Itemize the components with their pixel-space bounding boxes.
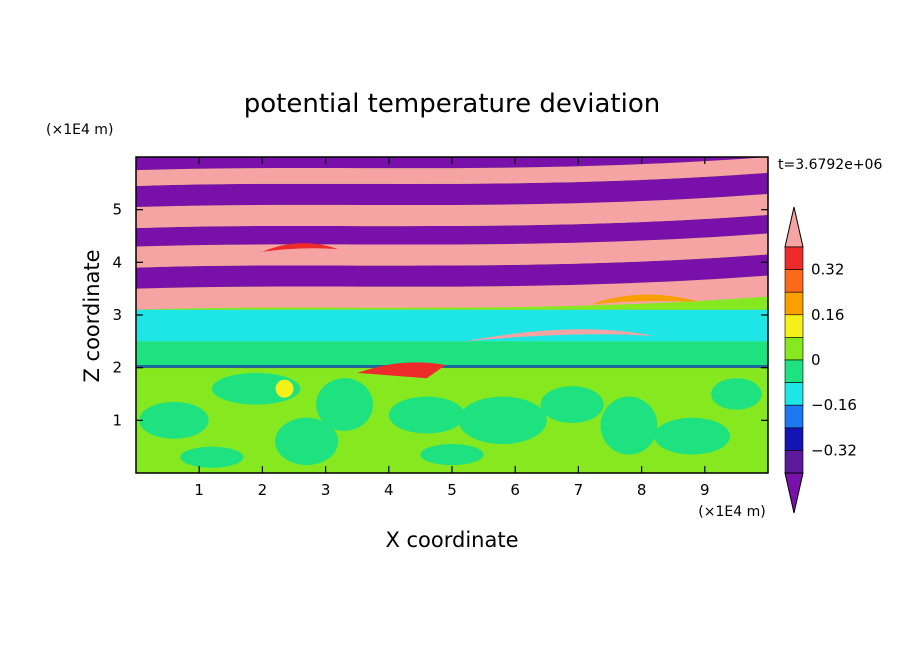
anomaly-blob <box>591 294 699 305</box>
y-unit-label: (×1E4 m) <box>46 122 113 138</box>
transition-band <box>136 309 768 342</box>
x-tick-label: 3 <box>321 481 331 499</box>
x-axis: 1 2 3 4 5 6 7 8 9 <box>194 157 710 499</box>
colorbar-swatch <box>784 246 804 270</box>
colorbar-swatch <box>784 404 804 429</box>
anomaly-blob <box>275 417 339 466</box>
anomaly-blob <box>420 444 484 466</box>
anomaly-blob <box>654 417 731 455</box>
upper-band <box>136 214 768 247</box>
colorbar-tick-label: −0.16 <box>811 396 857 414</box>
anomaly-blob <box>139 401 209 439</box>
anomaly-blob <box>180 446 244 468</box>
colorbar-swatch <box>784 427 804 451</box>
x-axis-label: X coordinate <box>385 528 518 552</box>
upper-band <box>136 254 768 289</box>
anomaly-blob <box>711 378 762 410</box>
colorbar-swatch <box>784 359 804 383</box>
upper-band <box>136 233 768 268</box>
y-tick-label: 3 <box>112 306 122 324</box>
x-tick-label: 8 <box>637 481 647 499</box>
upper-band <box>136 172 768 208</box>
colorbar-tick-label: −0.32 <box>811 441 857 459</box>
anomaly-blob <box>275 379 294 398</box>
colorbar-swatch <box>784 382 804 406</box>
anomaly-blob <box>388 396 465 434</box>
heatmap-field <box>136 157 768 473</box>
y-tick-label: 1 <box>112 411 122 429</box>
x-tick-label: 9 <box>700 481 710 499</box>
x-tick-label: 7 <box>574 481 584 499</box>
colorbar-extend-bottom <box>784 472 804 514</box>
colorbar: 0.32 0.16 0 −0.16 −0.32 <box>784 206 857 514</box>
x-tick-label: 4 <box>384 481 394 499</box>
colorbar-swatch <box>784 450 804 474</box>
x-tick-label: 1 <box>194 481 204 499</box>
anomaly-blob <box>540 386 604 423</box>
anomaly-blob <box>464 329 655 342</box>
colorbar-swatch <box>784 269 804 293</box>
anomaly-blob <box>600 396 658 455</box>
colorbar-swatch <box>784 291 804 316</box>
colorbar-tick-label: 0.32 <box>811 261 844 279</box>
y-axis: 1 2 3 4 5 <box>112 201 768 429</box>
y-tick-label: 5 <box>112 201 122 219</box>
anomaly-blob <box>357 362 446 379</box>
interface-line <box>136 365 768 369</box>
x-tick-label: 6 <box>510 481 520 499</box>
colorbar-tick-label: 0.16 <box>811 306 844 324</box>
chart-title: potential temperature deviation <box>244 89 660 119</box>
y-tick-label: 4 <box>112 253 122 271</box>
colorbar-extend-top <box>784 206 804 248</box>
y-axis-label: Z coordinate <box>80 249 104 382</box>
x-tick-label: 5 <box>447 481 457 499</box>
transition-band <box>136 341 768 368</box>
y-tick-label: 2 <box>112 359 122 377</box>
anomaly-blob <box>262 243 339 252</box>
colorbar-tick-label: 0 <box>811 351 821 369</box>
x-tick-label: 2 <box>258 481 268 499</box>
anomaly-blob <box>316 378 373 431</box>
colorbar-swatch <box>784 314 804 338</box>
anomaly-blob <box>211 372 301 405</box>
upper-band <box>136 157 768 186</box>
time-label: t=3.6792e+06 <box>778 157 882 173</box>
upper-band <box>136 193 768 229</box>
anomaly-blob <box>458 396 547 445</box>
x-unit-label: (×1E4 m) <box>698 504 765 520</box>
colorbar-swatch <box>784 337 804 361</box>
